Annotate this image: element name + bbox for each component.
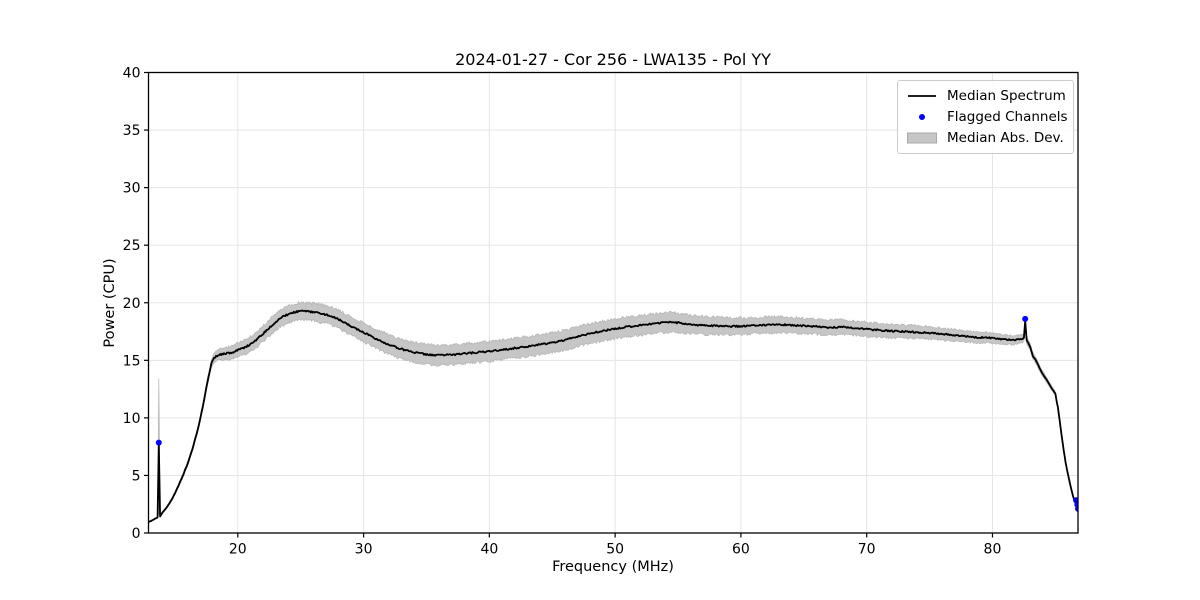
mad-band bbox=[148, 300, 1078, 524]
x-tick-label: 70 bbox=[858, 542, 876, 558]
y-axis-label: Power (CPU) bbox=[102, 258, 118, 348]
legend-item-label: Median Spectrum bbox=[947, 87, 1066, 104]
x-tick-label: 80 bbox=[984, 542, 1002, 558]
flagged-point bbox=[1073, 497, 1078, 504]
x-tick-label: 60 bbox=[732, 542, 750, 558]
y-tick-label: 30 bbox=[123, 181, 141, 197]
legend-item-flagged-channels: Flagged Channels bbox=[906, 107, 1068, 126]
legend-item-label: Flagged Channels bbox=[947, 108, 1068, 125]
y-tick-label: 35 bbox=[123, 123, 141, 139]
x-tick-label: 20 bbox=[229, 542, 247, 558]
legend-patch-swatch bbox=[907, 132, 937, 143]
flagged-point bbox=[1022, 315, 1029, 322]
flagged-point bbox=[155, 439, 162, 446]
y-tick-label: 40 bbox=[123, 66, 141, 82]
flagged-point bbox=[1075, 505, 1078, 512]
legend-item-label: Median Abs. Dev. bbox=[947, 129, 1064, 146]
y-tick-label: 25 bbox=[123, 238, 141, 254]
median-line bbox=[148, 309, 1078, 523]
legend-box: Median Spectrum Flagged Channels Median … bbox=[897, 80, 1074, 154]
y-tick-label: 15 bbox=[123, 353, 141, 369]
y-tick-label: 20 bbox=[123, 296, 141, 312]
x-tick-label: 40 bbox=[480, 542, 498, 558]
legend-line-swatch bbox=[908, 94, 936, 97]
chart-title: 2024-01-27 - Cor 256 - LWA135 - Pol YY bbox=[455, 50, 771, 69]
x-axis-label: Frequency (MHz) bbox=[552, 559, 674, 575]
legend-item-mad: Median Abs. Dev. bbox=[906, 128, 1065, 147]
legend-dot-swatch bbox=[919, 113, 925, 120]
x-tick-label: 50 bbox=[606, 542, 624, 558]
x-tick-label: 30 bbox=[355, 542, 373, 558]
legend-item-median-spectrum: Median Spectrum bbox=[906, 86, 1066, 105]
y-tick-label: 5 bbox=[132, 468, 141, 484]
y-tick-label: 0 bbox=[132, 526, 141, 542]
y-tick-label: 10 bbox=[123, 411, 141, 427]
